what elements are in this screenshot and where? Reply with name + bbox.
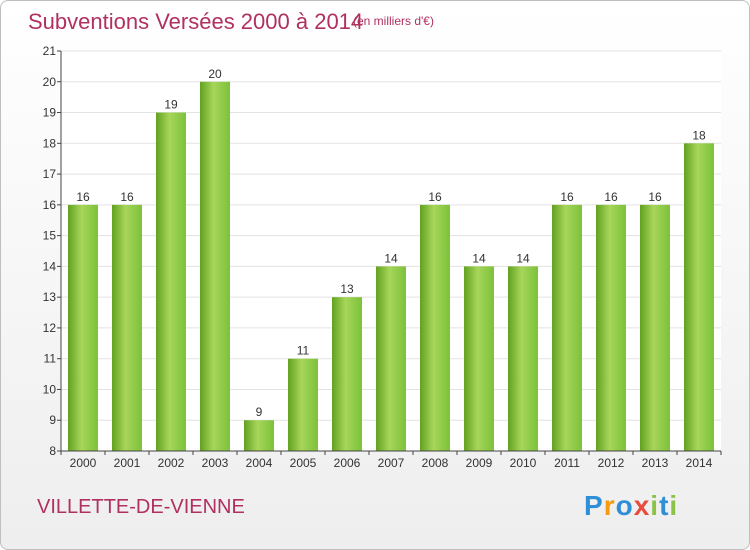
data-label: 16 [648,190,662,204]
x-tick-label: 2009 [466,456,493,470]
logo-letter: o [615,490,634,521]
bar-2005 [288,358,318,451]
bar-2014 [684,143,714,452]
data-label: 9 [256,405,263,419]
data-label: 11 [297,344,310,358]
logo-letter: P [584,490,604,521]
y-tick-label: 18 [43,136,57,150]
y-tick-label: 21 [43,44,57,58]
y-tick-label: 11 [44,352,57,366]
y-tick-label: 10 [43,382,57,396]
y-tick-label: 19 [43,106,57,120]
bar-2007 [376,266,406,451]
bar-2011 [552,204,582,451]
data-label: 13 [340,282,354,296]
x-tick-label: 2005 [290,456,317,470]
x-tick-label: 2013 [642,456,669,470]
y-tick-label: 14 [43,259,57,273]
y-tick-label: 15 [43,229,57,243]
x-tick-label: 2000 [70,456,97,470]
x-tick-label: 2001 [114,456,141,470]
x-tick-label: 2002 [158,456,185,470]
logo-letter: t [659,490,670,521]
x-tick-label: 2004 [246,456,273,470]
x-tick-label: 2003 [202,456,229,470]
bar-2013 [640,204,670,451]
logo-letter: i [650,490,660,521]
logo-letter: i [669,490,679,521]
chart-title: Subventions Versées 2000 à 2014 [28,9,364,34]
logo-letter: r [603,490,616,521]
data-label: 16 [560,190,574,204]
y-tick-label: 16 [43,198,57,212]
bar-2010 [508,266,538,451]
data-label: 19 [164,98,178,112]
x-tick-label: 2011 [554,456,580,470]
bar-2008 [420,204,450,451]
axes: 8 9 10 11 12 13 14 15 16 17 18 19 20 21 2000 2001 2002 20… [43,44,722,470]
commune-name: VILLETTE-DE-VIENNE [37,496,245,518]
data-label: 16 [76,190,90,204]
x-tick-label: 2006 [334,456,361,470]
data-label: 16 [428,190,442,204]
data-label: 18 [692,128,706,142]
y-tick-label: 9 [49,413,56,427]
data-label: 16 [120,190,134,204]
logo-letter: x [633,490,651,521]
bar-2003 [200,81,230,452]
y-tick-label: 12 [43,321,57,335]
x-tick-label: 2008 [422,456,449,470]
bar-2009 [464,266,494,451]
x-tick-label: 2014 [686,456,713,470]
y-tick-label: 17 [43,167,57,181]
bar-2002 [156,112,186,452]
x-tick-label: 2010 [510,456,537,470]
chart-subtitle: (en milliers d'€) [353,14,434,28]
y-tick-label: 20 [43,75,57,89]
x-tick-label: 2012 [598,456,625,470]
bar-2012 [596,204,626,451]
data-labels: 16 16 19 20 9 11 13 14 16 14 14 16 16 16 18 [76,67,706,419]
data-label: 14 [472,251,486,265]
bar-2006 [332,297,362,451]
data-label: 16 [604,190,618,204]
data-label: 14 [516,251,530,265]
y-tick-label: 13 [43,290,57,304]
bar-2004 [244,420,274,451]
data-label: 20 [208,67,222,81]
proxiti-logo[interactable]: Proxiti [584,490,678,522]
data-label: 14 [384,251,398,265]
bar-2001 [112,204,142,451]
y-tick-label: 8 [49,444,56,458]
bars [68,81,714,452]
x-tick-label: 2007 [378,456,405,470]
bar-2000 [68,204,98,451]
